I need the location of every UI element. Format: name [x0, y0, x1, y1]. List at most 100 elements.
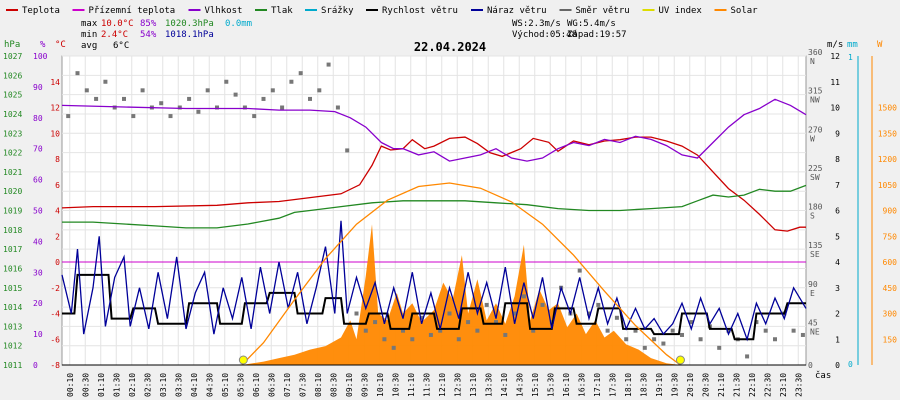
axis-x-tick-43: 21:30	[732, 373, 741, 397]
axis-dir-tick-8: 360	[808, 48, 823, 57]
wind-dir-point-52	[549, 320, 554, 325]
axis-hpa-tick-8: 1019	[3, 207, 22, 216]
axis-pct-tick-0: 0	[33, 361, 38, 370]
axis-hpa-tick-5: 1016	[3, 264, 22, 273]
wind-dir-point-2	[84, 88, 89, 93]
wind-dir-point-8	[140, 88, 145, 93]
axis-pct-tick-10: 100	[33, 52, 48, 61]
axis-wind-tick-1: 1	[835, 335, 840, 344]
axis-x-tick-27: 13:30	[484, 373, 493, 397]
wind-dir-point-10	[159, 101, 164, 106]
axis-x-tick-3: 01:30	[112, 373, 121, 397]
axis-x-tick-23: 11:30	[422, 373, 431, 397]
axis-solar-tick-1: 300	[883, 310, 898, 319]
series-line-0	[61, 136, 806, 232]
wind-dir-point-19	[242, 105, 247, 110]
axis-dir-compass-7: NW	[810, 96, 820, 105]
wind-dir-point-68	[698, 337, 703, 342]
series-line-4	[61, 220, 807, 342]
wind-dir-point-74	[754, 320, 759, 325]
series-solar-measured-area	[241, 224, 681, 365]
axis-hpa-tick-14: 1025	[3, 91, 22, 100]
legend-label-3: Tlak	[271, 6, 293, 16]
wind-dir-point-5	[112, 105, 117, 110]
axis-x-tick-38: 19:10	[655, 373, 664, 397]
axis-wind-tick-6: 6	[835, 207, 840, 216]
wind-dir-point-36	[401, 328, 405, 333]
series-line-1	[61, 98, 807, 162]
axis-dir-tick-4: 180	[808, 203, 823, 212]
axis-temp-tick-1: -6	[50, 335, 60, 344]
axis-x-tick-0: 00:10	[66, 373, 75, 397]
axis-x-tick-11: 05:30	[236, 373, 245, 397]
axis-dir-tick-2: 90	[808, 280, 818, 289]
axis-pct-tick-5: 50	[33, 207, 43, 216]
wind-dir-point-39	[428, 332, 433, 337]
wind-dir-point-75	[763, 328, 768, 333]
axis-dir-compass-4: S	[810, 212, 815, 221]
axes: hPa% °C1011101210131014101510161017101810…	[3, 40, 897, 397]
axis-dir-tick-7: 315	[808, 87, 823, 96]
axis-pct-tick-3: 30	[33, 268, 43, 277]
axis-temp-tick-11: 14	[50, 78, 60, 87]
wind-dir-point-61	[633, 328, 638, 333]
stat-min-hum: 54%	[140, 30, 157, 40]
wind-dir-point-21	[261, 96, 266, 101]
axis-x-tick-25: 12:30	[453, 373, 462, 397]
axis-hpa-tick-9: 1020	[3, 187, 22, 196]
legend-label-7: Směr větru	[576, 6, 630, 16]
axis-x-tick-17: 08:30	[329, 373, 338, 397]
axis-dir-compass-5: SW	[810, 173, 820, 182]
axis-dir-tick-6: 270	[808, 125, 823, 134]
axis-solar-tick-3: 600	[883, 258, 898, 267]
wind-dir-point-38	[419, 315, 424, 320]
axis-wind-tick-2: 2	[835, 310, 840, 319]
wind-dir-point-62	[642, 345, 647, 350]
axis-wind-tick-11: 11	[830, 78, 840, 87]
axis-hpa-tick-1: 1012	[3, 342, 22, 351]
axis-x-tick-14: 07:10	[283, 373, 292, 397]
axis-solar-unit: W	[877, 40, 883, 50]
stat-max-label: max	[81, 19, 98, 29]
axis-x-tick-7: 03:30	[174, 373, 183, 397]
wind-dir-point-46	[494, 320, 498, 325]
stat-max-hum: 85%	[140, 19, 157, 29]
wind-dir-point-33	[373, 320, 378, 325]
axis-x-tick-21: 10:30	[391, 373, 400, 397]
axis-x-tick-31: 15:30	[546, 373, 555, 397]
axis-hpa-tick-10: 1021	[3, 168, 22, 177]
axis-solar-tick-0: 150	[883, 335, 898, 344]
axis-x-tick-20: 10:10	[376, 373, 385, 397]
axis-x-tick-13: 06:30	[267, 373, 276, 397]
axis-x-tick-9: 04:30	[205, 373, 214, 397]
axis-x-tick-32: 16:10	[562, 373, 571, 397]
axis-x-tick-12: 06:10	[252, 373, 261, 397]
axis-wind-unit: m/s	[827, 40, 843, 50]
wind-dir-point-35	[391, 345, 396, 350]
uv-marker-1	[675, 355, 685, 365]
wind-dir-point-71	[726, 328, 731, 333]
wind-dir-point-18	[233, 92, 238, 97]
axis-dir-tick-0: 0	[808, 361, 813, 370]
wind-dir-point-65	[670, 328, 675, 333]
axis-wind-tick-7: 7	[835, 181, 840, 190]
legend-label-4: Srážky	[321, 6, 354, 16]
wind-dir-point-37	[410, 337, 415, 342]
axis-dir-compass-8: N	[810, 57, 815, 66]
wind-dir-point-34	[382, 337, 387, 342]
wind-dir-point-32	[363, 328, 368, 333]
axis-x-tick-30: 15:10	[531, 373, 540, 397]
wind-dir-point-42	[456, 337, 461, 342]
wind-dir-point-48	[512, 311, 517, 316]
axis-x-tick-10: 05:10	[221, 373, 230, 397]
axis-pct-tick-1: 10	[33, 330, 43, 339]
axis-temp-tick-10: 12	[50, 104, 60, 113]
axis-x-tick-24: 12:10	[438, 373, 447, 397]
stats-block: max 10.0°C 85% 1020.3hPa 0.0mm min 2.4°C…	[81, 19, 627, 51]
axis-x-tick-34: 17:10	[593, 373, 602, 397]
axis-hpa-tick-4: 1015	[3, 284, 22, 293]
axis-x-tick-16: 08:10	[314, 373, 323, 397]
axis-temp-tick-3: -2	[50, 284, 60, 293]
wind-dir-point-7	[131, 114, 136, 119]
axis-wind-tick-9: 9	[835, 129, 840, 138]
